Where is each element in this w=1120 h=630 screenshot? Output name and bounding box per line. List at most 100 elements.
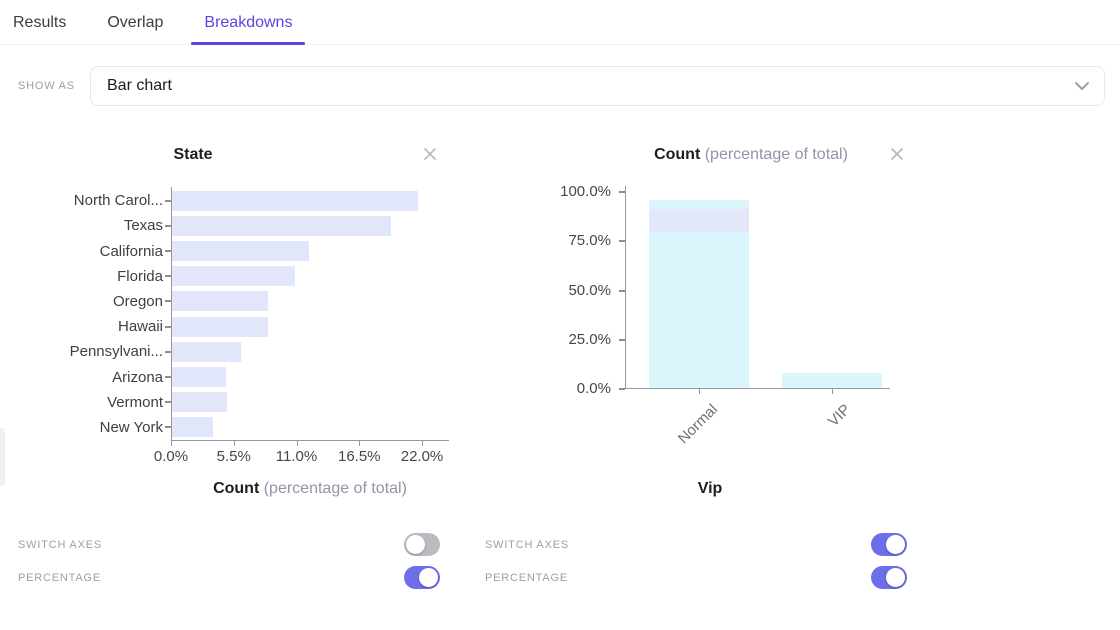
- overlay-band: [649, 208, 750, 233]
- scrollbar-thumb[interactable]: [0, 428, 5, 486]
- show-as-row: SHOW AS Bar chart: [0, 66, 1120, 106]
- chart-title-text: State: [173, 146, 213, 163]
- category-label[interactable]: Normal: [675, 401, 722, 448]
- toggle-knob: [886, 535, 905, 554]
- category-label: Texas: [123, 217, 163, 235]
- bar[interactable]: [172, 291, 268, 312]
- tab-overlap[interactable]: Overlap: [107, 14, 164, 31]
- switch-axes-label: SWITCH AXES: [18, 538, 102, 551]
- tick-mark-icon: [165, 350, 171, 353]
- bar-track: [171, 266, 448, 287]
- vip-breakdown-card: Count (percentage of total) 100.0% 75.0% 5…: [485, 140, 915, 620]
- tick-label: 22.0%: [400, 448, 444, 465]
- bar-track: [171, 241, 448, 261]
- tab-breakdowns[interactable]: Breakdowns: [191, 1, 306, 45]
- bar-row: New York: [18, 415, 448, 440]
- bar[interactable]: [172, 241, 309, 261]
- tick-label: 0.0%: [576, 380, 611, 397]
- bar-row: California: [18, 238, 448, 263]
- x-axis-label: Count (percentage of total): [171, 480, 449, 498]
- switch-axes-toggle[interactable]: [404, 533, 440, 556]
- chevron-down-icon: [1074, 81, 1090, 91]
- x-axis-label: Vip: [545, 480, 875, 498]
- tick-mark-icon: [831, 389, 833, 394]
- bar-row: Hawaii: [18, 314, 448, 339]
- category-label: Hawaii: [117, 318, 163, 336]
- bar-plot: North Carol... Texas California Florida Oreg…: [18, 188, 448, 440]
- category-label: Oregon: [112, 292, 163, 310]
- tick-mark-icon: [165, 250, 171, 252]
- x-axis-ticks: 0.0% 5.5% 11.0% 16.5% 22.0%: [154, 441, 449, 467]
- chart-controls: SWITCH AXES PERCENTAGE: [485, 533, 907, 599]
- tick-mark-icon: [165, 376, 171, 379]
- bar-track: [171, 190, 448, 211]
- category-label: Vermont: [107, 393, 163, 411]
- percentage-label: PERCENTAGE: [18, 571, 101, 584]
- category-label: New York: [99, 418, 163, 436]
- bar[interactable]: [172, 367, 226, 388]
- bar-row: Vermont: [18, 390, 448, 415]
- y-axis-line: [171, 187, 172, 441]
- percentage-toggle[interactable]: [404, 566, 440, 589]
- bar[interactable]: [172, 190, 419, 211]
- bar[interactable]: [172, 215, 392, 236]
- close-chart-icon[interactable]: [422, 146, 440, 164]
- bar-row: Pennsylvani...: [18, 339, 448, 364]
- close-chart-icon[interactable]: [889, 146, 907, 164]
- percentage-toggle[interactable]: [871, 566, 907, 589]
- tick-mark-icon: [296, 441, 298, 446]
- bar-track: [171, 291, 448, 312]
- bar-track: [171, 215, 448, 236]
- category-label[interactable]: VIP: [824, 401, 854, 431]
- tick-mark-icon: [619, 191, 625, 193]
- percentage-row: PERCENTAGE: [18, 566, 440, 589]
- tick-label: 16.5%: [337, 448, 381, 465]
- chart-title: Count (percentage of total): [654, 146, 848, 164]
- show-as-label: SHOW AS: [18, 80, 75, 92]
- percentage-row: PERCENTAGE: [485, 566, 907, 589]
- category-label: Florida: [117, 267, 163, 285]
- tab-results[interactable]: Results: [13, 14, 67, 31]
- category-label: Pennsylvani...: [69, 343, 163, 361]
- tick-mark-icon: [619, 338, 625, 341]
- toggle-knob: [886, 568, 905, 587]
- chart-title-secondary: (percentage of total): [704, 146, 848, 163]
- bar-row: Texas: [18, 213, 448, 238]
- bar[interactable]: [172, 392, 227, 413]
- tick-label: 50.0%: [568, 281, 611, 299]
- tab-bar: Results Overlap Breakdowns: [0, 0, 1120, 45]
- tick-mark-icon: [165, 199, 171, 202]
- bar[interactable]: [172, 316, 268, 337]
- bar-plot: Normal VIP: [619, 186, 890, 447]
- bar-row: Oregon: [18, 289, 448, 314]
- tick-mark-icon: [171, 441, 172, 446]
- tick-label: 100.0%: [560, 183, 611, 200]
- bar-row: Arizona: [18, 364, 448, 389]
- bar-track: [171, 392, 448, 413]
- switch-axes-row: SWITCH AXES: [485, 533, 907, 556]
- bar-row: North Carol...: [18, 188, 448, 213]
- tick-label: 25.0%: [568, 330, 611, 348]
- tick-mark-icon: [422, 441, 423, 446]
- switch-axes-toggle[interactable]: [871, 533, 907, 556]
- x-axis-label-primary: Count: [213, 480, 260, 497]
- bar[interactable]: [172, 266, 296, 287]
- category-label: North Carol...: [73, 192, 163, 210]
- tick-mark-icon: [165, 325, 171, 328]
- x-axis-label-primary: Vip: [697, 480, 723, 497]
- tick-mark-icon: [165, 224, 171, 227]
- bar[interactable]: [781, 373, 882, 388]
- bar-track: [171, 341, 448, 362]
- bar[interactable]: [172, 417, 214, 438]
- bar[interactable]: [172, 341, 241, 362]
- y-axis-ticks: 100.0% 75.0% 50.0% 25.0% 0.0%: [485, 183, 617, 397]
- bar-track: [171, 417, 448, 438]
- chart-title: State: [173, 146, 212, 164]
- switch-axes-label: SWITCH AXES: [485, 538, 569, 551]
- tick-mark-icon: [165, 426, 171, 429]
- tick-label: 0.0%: [153, 448, 189, 465]
- tick-label: 5.5%: [216, 448, 251, 465]
- tick-mark-icon: [165, 275, 171, 278]
- chart-type-select[interactable]: Bar chart: [90, 66, 1105, 106]
